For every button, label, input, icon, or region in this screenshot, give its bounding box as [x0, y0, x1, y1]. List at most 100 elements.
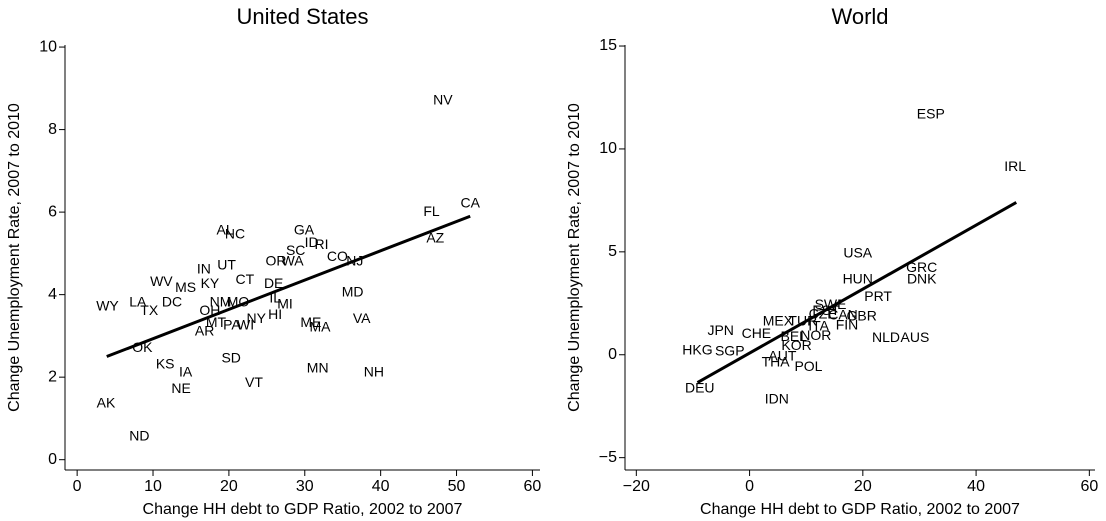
point-label: AL — [217, 221, 234, 237]
point-label: ND — [129, 428, 149, 444]
x-axis-title: Change HH debt to GDP Ratio, 2002 to 200… — [700, 501, 1020, 518]
point-label: NOR — [800, 327, 831, 343]
point-label: TX — [140, 302, 159, 318]
point-label: OK — [132, 339, 153, 355]
x-tick-label: −20 — [623, 478, 650, 495]
point-label: TUR — [788, 313, 817, 329]
point-label: FL — [423, 203, 440, 219]
point-label: LA — [129, 294, 147, 310]
point-label: ME — [300, 314, 321, 330]
x-tick-label: 20 — [854, 478, 872, 495]
point-label: THA — [762, 354, 791, 370]
point-label: ID — [305, 234, 319, 250]
y-tick-label: 2 — [48, 368, 57, 385]
fit-line — [106, 214, 471, 358]
x-tick-label: 10 — [144, 478, 162, 495]
point-label: VA — [353, 310, 371, 326]
point-label: WA — [282, 252, 305, 268]
point-label: AUT — [768, 348, 796, 364]
point-label: MD — [342, 283, 364, 299]
point-label: AR — [195, 322, 214, 338]
x-tick-label: 20 — [220, 478, 238, 495]
point-label: MI — [277, 296, 293, 312]
point-label: SC — [286, 242, 305, 258]
point-label: WV — [150, 273, 173, 289]
point-label: MEX — [763, 313, 794, 329]
point-label: UT — [217, 256, 236, 272]
x-tick-label: 30 — [296, 478, 314, 495]
point-label: IL — [269, 289, 281, 305]
point-label: JPN — [707, 322, 733, 338]
point-label: KY — [201, 275, 220, 291]
fit-line — [696, 201, 1018, 384]
point-label: MN — [307, 360, 329, 376]
point-label: KOR — [781, 337, 811, 353]
point-label: NY — [246, 310, 266, 326]
point-label: KS — [156, 355, 175, 371]
point-label: RI — [314, 236, 328, 252]
x-tick-label: 40 — [372, 478, 390, 495]
y-tick-label: 8 — [48, 121, 57, 138]
x-tick-label: 60 — [1080, 478, 1098, 495]
point-label: NV — [433, 91, 453, 107]
point-label: GA — [294, 221, 315, 237]
y-tick-label: −5 — [599, 449, 617, 466]
point-label: HKG — [682, 341, 712, 357]
point-label: GBR — [847, 307, 877, 323]
point-label: WY — [96, 298, 119, 314]
point-label: CHE — [742, 325, 772, 341]
point-label: HUN — [843, 270, 873, 286]
point-label: NE — [171, 380, 190, 396]
point-label: SGP — [715, 342, 745, 358]
point-label: NLD — [872, 329, 900, 345]
point-label: WI — [237, 316, 254, 332]
y-tick-label: 5 — [608, 243, 617, 260]
point-label: ESP — [917, 106, 945, 122]
point-label: CT — [235, 271, 254, 287]
point-label: AK — [97, 395, 116, 411]
point-label: NH — [364, 364, 384, 380]
point-label: NM — [210, 294, 232, 310]
x-tick-label: 0 — [745, 478, 754, 495]
point-label: AUS — [901, 329, 930, 345]
panel: United States 0 10 20 30 40 50 60 0 2 4 6 8 10 Change … — [6, 4, 541, 518]
point-label: DE — [264, 275, 283, 291]
chart-title: United States — [236, 4, 368, 29]
panel: World −20 0 20 40 60 −5 0 5 10 15 Change HH debt to… — [566, 4, 1098, 518]
point-label: MA — [309, 318, 331, 334]
point-label: DC — [162, 294, 182, 310]
x-tick-label: 50 — [448, 478, 466, 495]
y-tick-label: 6 — [48, 203, 57, 220]
point-label: SD — [221, 349, 240, 365]
y-tick-label: 0 — [48, 451, 57, 468]
point-label: IDN — [765, 391, 789, 407]
point-label: VT — [245, 374, 263, 390]
y-axis-title: Change Unemployment Rate, 2007 to 2010 — [6, 103, 23, 412]
y-axis-title: Change Unemployment Rate, 2007 to 2010 — [566, 103, 583, 412]
x-axis-title: Change HH debt to GDP Ratio, 2002 to 200… — [143, 501, 463, 518]
point-label: MS — [175, 279, 196, 295]
chart-title: World — [831, 4, 888, 29]
point-label: DEU — [685, 379, 715, 395]
point-label: HI — [268, 306, 282, 322]
point-label: PRT — [864, 288, 892, 304]
y-tick-label: 0 — [608, 346, 617, 363]
point-label: MO — [227, 294, 250, 310]
point-label: PA — [223, 316, 241, 332]
point-label: FIN — [836, 317, 859, 333]
x-tick-label: 40 — [967, 478, 985, 495]
point-label: SWE — [815, 296, 847, 312]
point-label: NC — [225, 226, 245, 242]
point-label: AZ — [426, 230, 444, 246]
point-label: MT — [206, 314, 227, 330]
point-label: CA — [460, 195, 480, 211]
y-tick-label: 10 — [39, 38, 57, 55]
x-tick-label: 0 — [73, 478, 82, 495]
y-tick-label: 15 — [599, 37, 617, 54]
point-label: IA — [179, 364, 193, 380]
point-label: IN — [197, 261, 211, 277]
point-label: GRC — [906, 259, 937, 275]
point-label: DNK — [907, 270, 937, 286]
